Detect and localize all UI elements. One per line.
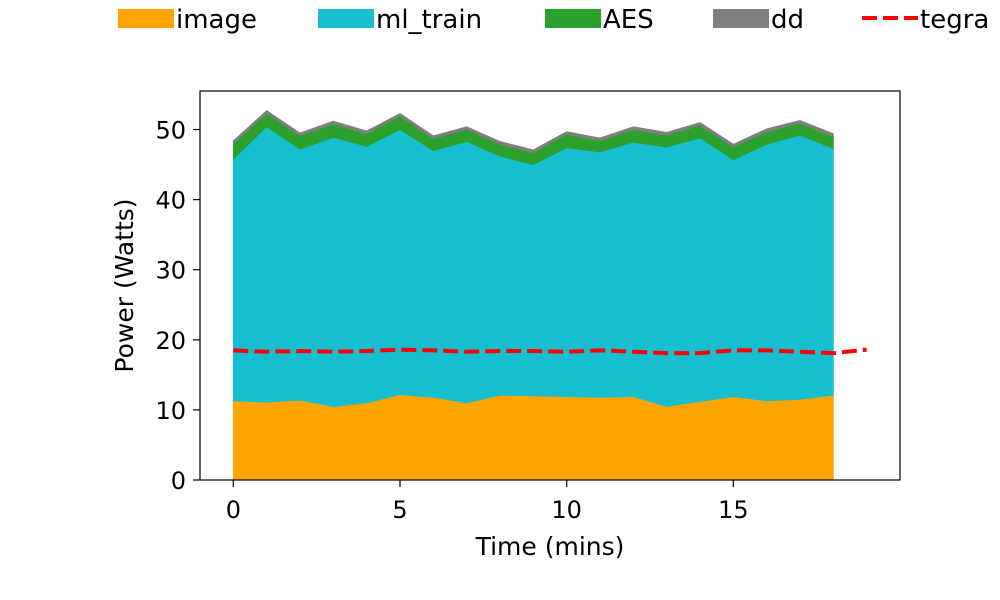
plot-frame [199, 90, 901, 481]
y-tick-label: 20 [155, 327, 186, 355]
stacked-areas [232, 110, 834, 481]
legend-swatch-dd [713, 9, 769, 28]
y-tick-label: 10 [155, 397, 186, 425]
legend-swatch-AES [545, 9, 601, 28]
y-tick-label: 0 [171, 467, 186, 495]
legend-label-AES: AES [603, 5, 654, 35]
area-image [232, 394, 834, 481]
y-axis-label: Power (Watts) [110, 198, 139, 372]
y-tick-label: 30 [155, 257, 186, 285]
y-tick-label: 50 [155, 117, 186, 145]
axis-ticks: 0 5 10 15 0 10 20 30 40 50 [155, 117, 748, 524]
legend: image ml_train AES dd tegra [118, 5, 989, 35]
legend-swatch-image [118, 9, 174, 28]
legend-label-dd: dd [771, 5, 804, 35]
x-tick-label: 5 [392, 496, 407, 524]
line-series [233, 347, 867, 356]
legend-label-ml-train: ml_train [376, 5, 482, 35]
area-ml-train [232, 126, 834, 407]
x-tick-label: 15 [718, 496, 749, 524]
area-dd [232, 110, 834, 154]
legend-swatch-ml-train [318, 9, 374, 28]
line-tegra [233, 347, 867, 356]
x-axis-label: Time (mins) [475, 532, 625, 561]
legend-label-image: image [176, 5, 257, 35]
legend-label-tegra: tegra [920, 5, 989, 35]
x-tick-label: 10 [551, 496, 582, 524]
x-tick-label: 0 [226, 496, 241, 524]
y-tick-label: 40 [155, 187, 186, 215]
